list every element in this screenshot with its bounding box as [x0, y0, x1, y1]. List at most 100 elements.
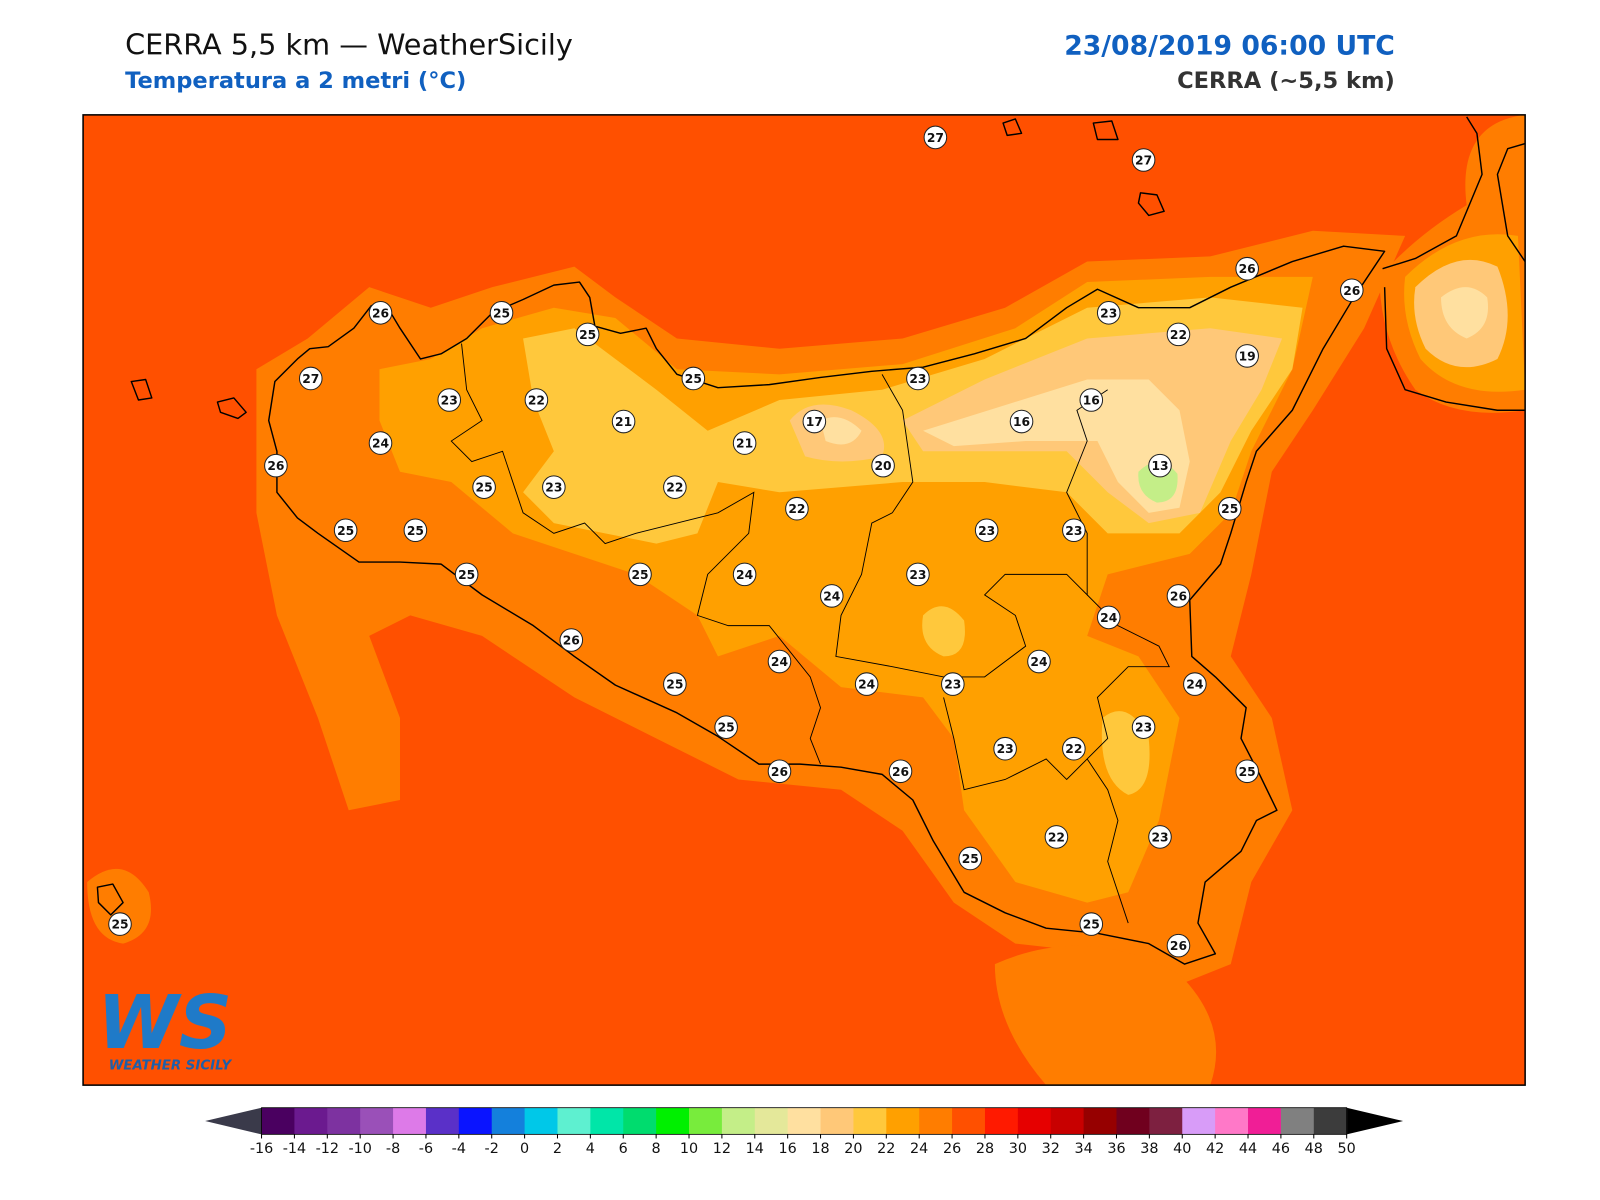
- station: 26: [264, 453, 288, 478]
- station: 24: [368, 431, 393, 455]
- station: 24: [767, 649, 792, 674]
- colorbar-swatch: [294, 1107, 328, 1135]
- colorbar-tick-label: 10: [680, 1141, 698, 1157]
- station-value: 27: [927, 131, 944, 145]
- colorbar-swatch: [721, 1107, 756, 1135]
- station-value: 27: [302, 372, 319, 386]
- colorbar-swatch: [886, 1107, 920, 1135]
- station: 21: [611, 409, 636, 434]
- station-marker: [923, 125, 948, 150]
- station-marker: [1079, 388, 1104, 412]
- station-marker: [489, 301, 514, 325]
- station-value: 26: [1170, 589, 1187, 603]
- station: 26: [559, 628, 584, 652]
- colorbar-swatch: [425, 1107, 460, 1135]
- station-marker: [1027, 649, 1051, 674]
- station: 25: [333, 518, 358, 543]
- station: 22: [1166, 322, 1191, 347]
- colorbar-swatch: [1313, 1107, 1348, 1135]
- station-value: 24: [1100, 611, 1117, 625]
- island: [130, 378, 153, 401]
- station-marker: [1131, 715, 1156, 739]
- station-marker: [1096, 301, 1121, 325]
- colorbar-swatch: [1017, 1107, 1052, 1135]
- station-value: 25: [1221, 502, 1238, 516]
- colorbar-swatch: [327, 1107, 361, 1135]
- station-value: 26: [372, 306, 389, 320]
- field-16-18: [820, 379, 1190, 513]
- station-value: 25: [962, 852, 979, 866]
- station-marker: [1062, 736, 1086, 761]
- station-value: 24: [858, 678, 875, 692]
- station-marker: [941, 672, 965, 696]
- station-marker: [732, 562, 757, 587]
- station-marker: [906, 366, 930, 391]
- colorbar-tick-label: 16: [779, 1141, 797, 1157]
- station-marker: [264, 453, 288, 478]
- station: 23: [1062, 518, 1086, 543]
- station-value: 26: [771, 765, 788, 779]
- colorbar-swatch: [656, 1107, 690, 1135]
- station-marker: [802, 409, 827, 434]
- colorbar-swatch: [1083, 1107, 1118, 1135]
- station: 25: [454, 562, 479, 587]
- station-marker: [611, 409, 636, 434]
- station-value: 23: [944, 678, 961, 692]
- colorbar-swatch: [689, 1107, 723, 1135]
- colorbar-swatch: [360, 1107, 394, 1135]
- station-marker: [524, 388, 549, 412]
- station-marker: [1166, 933, 1191, 958]
- station-marker: [1183, 672, 1207, 696]
- station-marker: [767, 649, 792, 674]
- station: 26: [1235, 256, 1259, 281]
- station-marker: [1235, 256, 1259, 281]
- station-value: 23: [545, 481, 562, 495]
- stations: 27 27 26 26 26 25 25 23 22 19 27 25 23 23 22 16 21 17 16 24…: [108, 125, 1364, 958]
- temperature-field: [83, 114, 1526, 1086]
- station: 25: [1217, 496, 1242, 521]
- station-marker: [1148, 453, 1172, 478]
- colorbar-swatch: [261, 1107, 295, 1135]
- station: 23: [1148, 825, 1172, 849]
- station: 23: [941, 672, 965, 696]
- colorbar-swatch: [393, 1107, 427, 1135]
- station-value: 25: [718, 721, 735, 735]
- station-value: 23: [909, 372, 926, 386]
- station: 23: [993, 736, 1017, 761]
- colorbar-swatch: [984, 1107, 1019, 1135]
- station-marker: [1166, 584, 1191, 608]
- station-value: 25: [476, 481, 493, 495]
- station-value: 23: [441, 394, 458, 408]
- station-value: 26: [892, 765, 909, 779]
- station: 24: [1027, 649, 1051, 674]
- station-marker: [906, 562, 930, 587]
- station-marker: [767, 759, 792, 784]
- colorbar-tick-label: 2: [553, 1141, 562, 1157]
- station-value: 24: [372, 437, 389, 451]
- station-value: 25: [407, 524, 424, 538]
- colorbar-tick-label: -2: [485, 1141, 499, 1157]
- province-border: [943, 594, 1170, 924]
- station: 23: [906, 562, 930, 587]
- colorbar-under: [205, 1107, 262, 1135]
- field-20-22: [922, 606, 965, 657]
- station-value: 23: [997, 742, 1014, 756]
- station: 25: [714, 715, 738, 739]
- station: 23: [1131, 715, 1156, 739]
- station-value: 24: [736, 568, 753, 582]
- station-marker: [1131, 148, 1156, 172]
- station: 22: [524, 388, 549, 412]
- station-value: 26: [1239, 262, 1256, 276]
- station: 26: [1166, 933, 1191, 958]
- colorbar-tick-label: 44: [1239, 1141, 1257, 1157]
- colorbar-tick-label: 12: [713, 1141, 731, 1157]
- station-marker: [1166, 322, 1191, 347]
- colorbar-swatch: [623, 1107, 657, 1135]
- station: 25: [958, 846, 983, 871]
- calabria-coast: [1382, 116, 1526, 411]
- colorbar-tick-label: 24: [910, 1141, 928, 1157]
- colorbar-swatch: [1248, 1107, 1282, 1135]
- colorbar-outline: [261, 1107, 1348, 1135]
- logo-text: WS: [97, 980, 232, 1066]
